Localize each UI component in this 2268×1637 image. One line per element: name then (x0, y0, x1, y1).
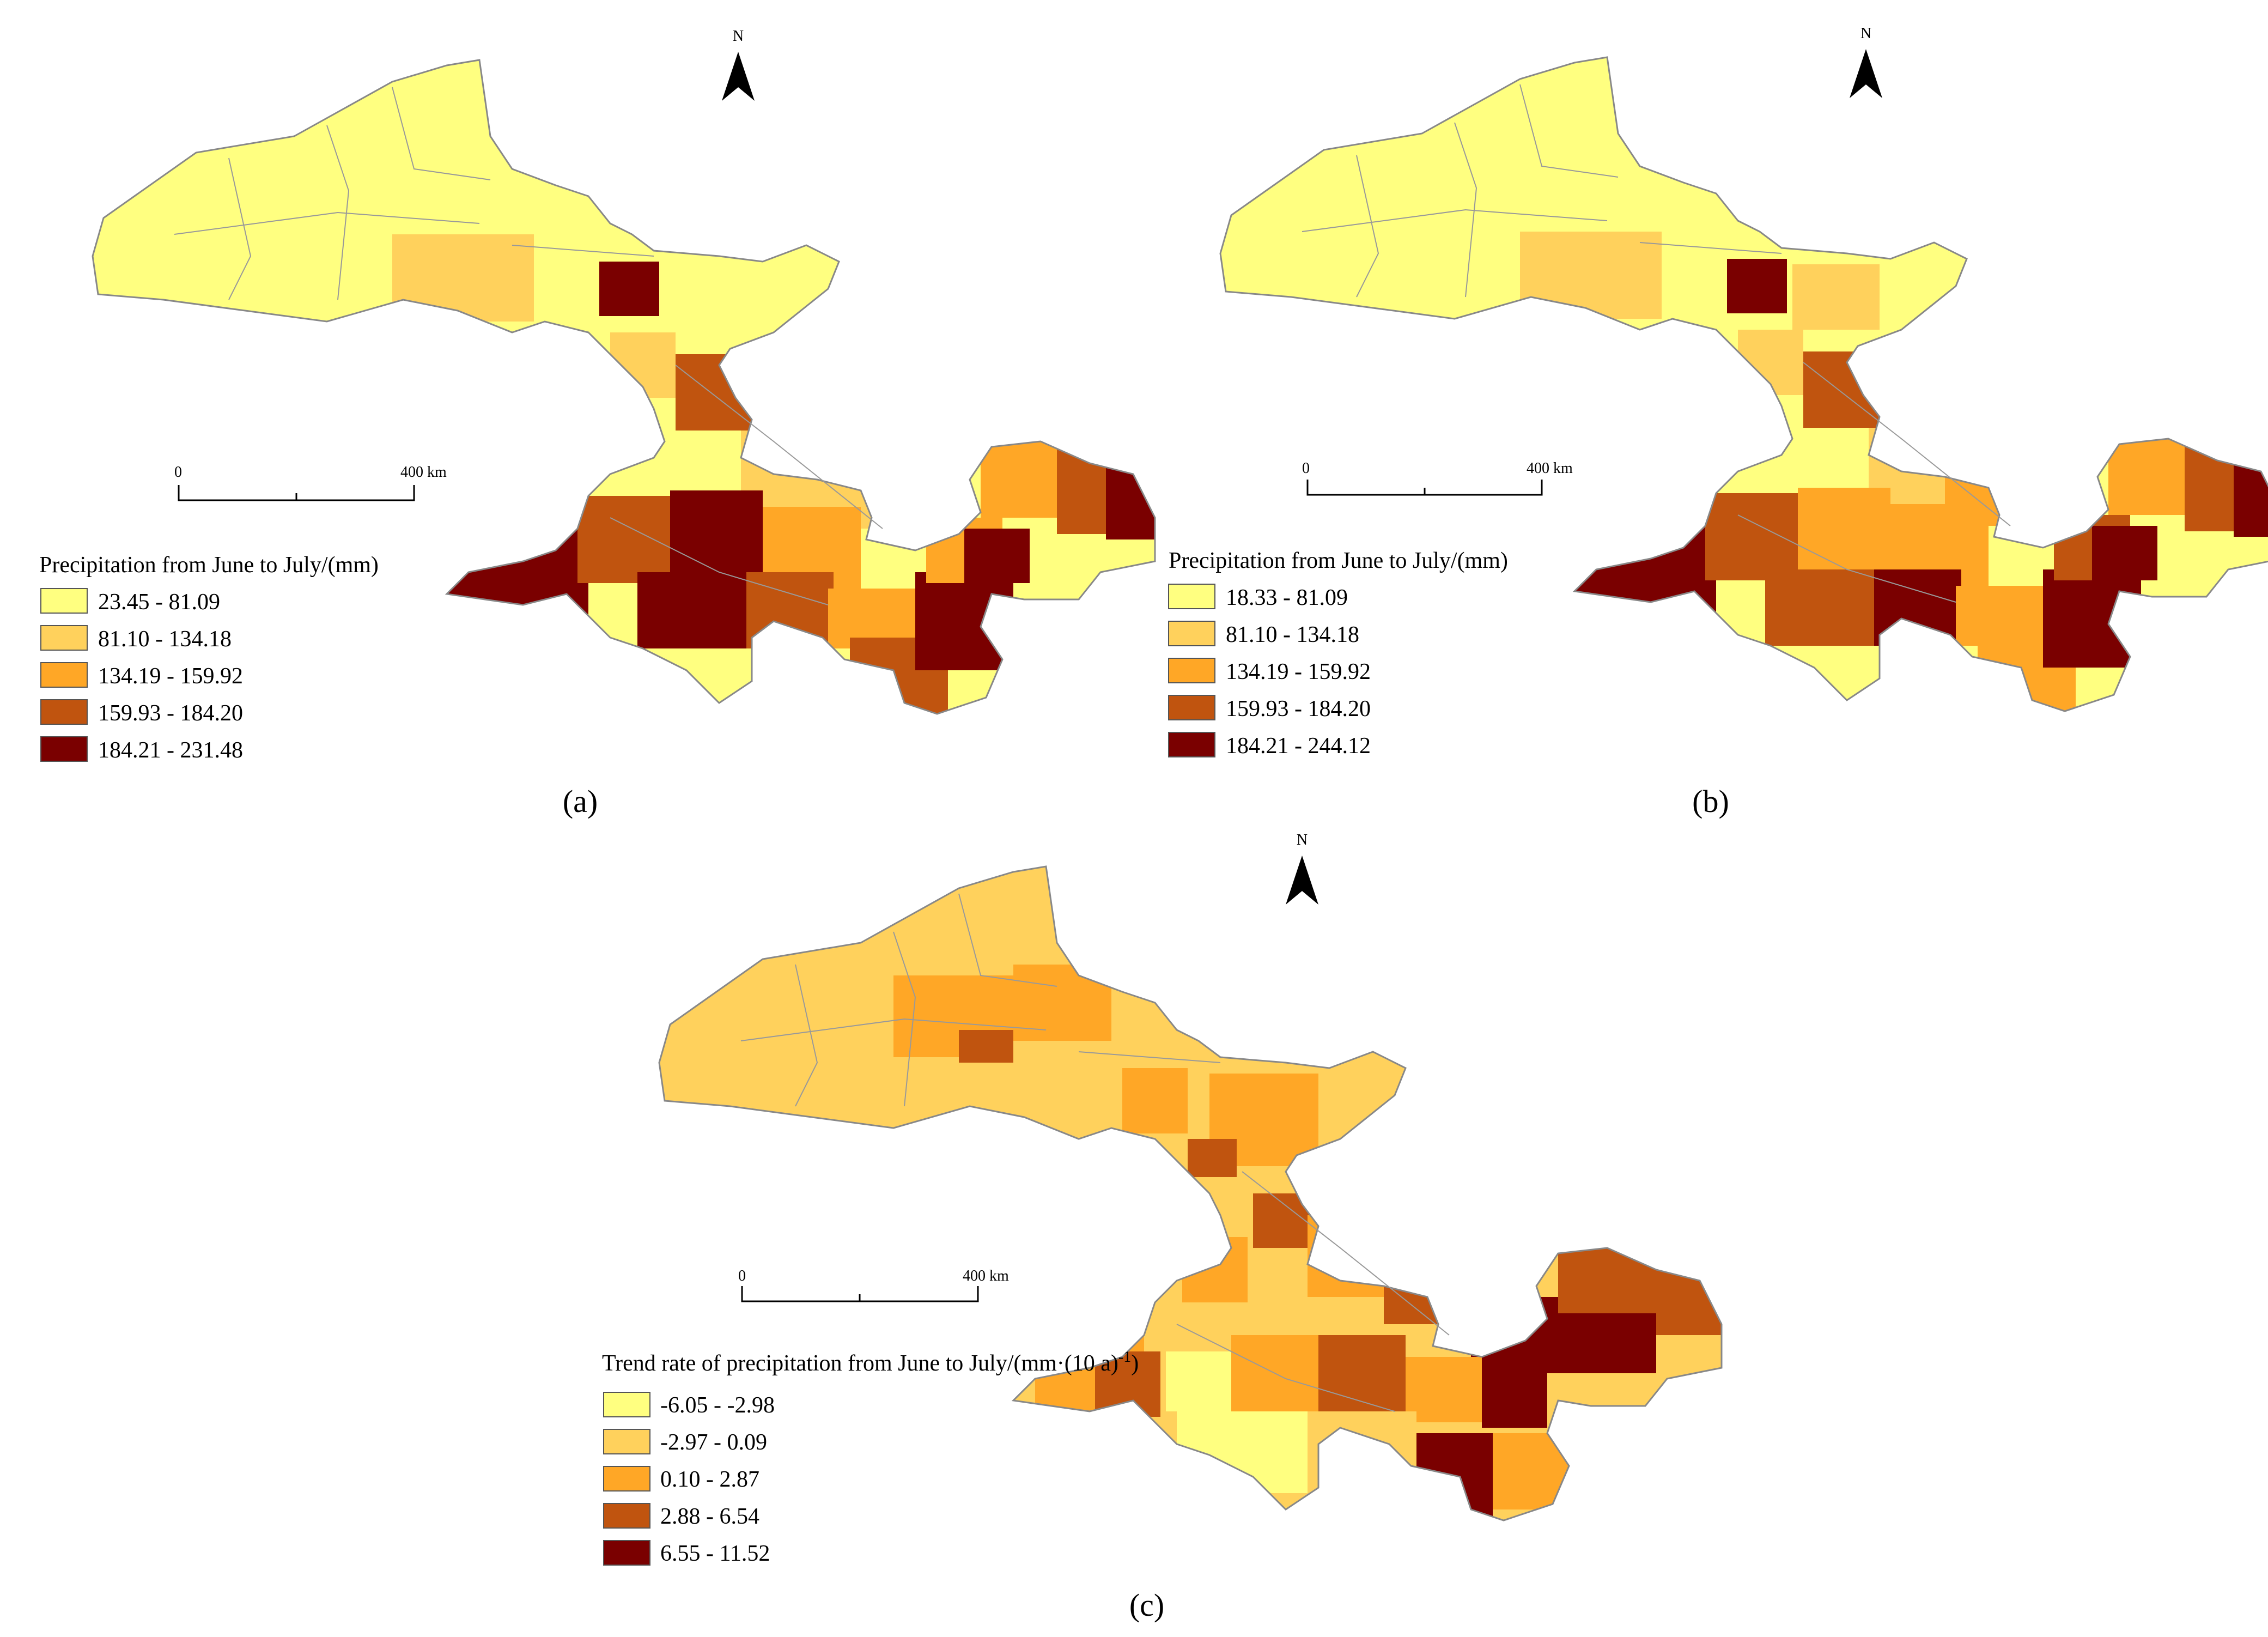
legend-c-class-4: 2.88 - 6.54 (660, 1504, 759, 1529)
scale-bar-a (178, 485, 415, 501)
north-arrow-a: N (722, 28, 755, 101)
north-arrow-c: N (1286, 832, 1318, 905)
legend-c-class-5: 6.55 - 11.52 (660, 1541, 770, 1566)
caption-a: (a) (563, 784, 598, 819)
scale-b-start: 0 (1302, 460, 1310, 477)
caption-c: (c) (1129, 1587, 1164, 1623)
legend-c-title: Trend rate of precipitation from June to… (602, 1349, 1139, 1376)
legend-a: Precipitation from June to July/(mm) 23.… (39, 553, 379, 763)
legend-b: Precipitation from June to July/(mm) 18.… (1168, 548, 1508, 759)
legend-b-class-1: 18.33 - 81.09 (1226, 585, 1348, 610)
scale-a-start: 0 (174, 464, 182, 481)
scale-b-end: 400 km (1527, 460, 1573, 477)
legend-b-class-2: 81.10 - 134.18 (1226, 622, 1359, 647)
legend-c-class-1: -6.05 - -2.98 (660, 1393, 775, 1418)
svg-text:N: N (1297, 832, 1308, 848)
scale-c-end: 400 km (963, 1268, 1009, 1284)
panel-a-map (92, 59, 1156, 715)
legend-a-class-1: 23.45 - 81.09 (98, 590, 220, 615)
legend-b-class-5: 184.21 - 244.12 (1226, 733, 1371, 759)
svg-text:N: N (733, 28, 744, 45)
legend-a-class-5: 184.21 - 231.48 (98, 738, 243, 763)
legend-c: Trend rate of precipitation from June to… (602, 1349, 1139, 1566)
legend-a-class-2: 81.10 - 134.18 (98, 627, 232, 652)
north-arrow-b: N (1850, 25, 1882, 98)
scale-bar-c (741, 1286, 979, 1302)
legend-a-title: Precipitation from June to July/(mm) (39, 553, 379, 578)
legend-b-class-3: 134.19 - 159.92 (1226, 659, 1371, 684)
legend-a-class-4: 159.93 - 184.20 (98, 701, 243, 726)
scale-c-start: 0 (738, 1268, 746, 1284)
legend-b-class-4: 159.93 - 184.20 (1226, 696, 1371, 722)
scale-a-end: 400 km (400, 464, 447, 481)
caption-b: (b) (1692, 784, 1729, 819)
legend-a-class-3: 134.19 - 159.92 (98, 664, 243, 689)
svg-text:N: N (1860, 25, 1871, 42)
scale-bar-b (1306, 480, 1543, 496)
legend-b-title: Precipitation from June to July/(mm) (1169, 548, 1508, 573)
panel-c-map (658, 865, 1723, 1521)
legend-c-class-2: -2.97 - 0.09 (660, 1430, 767, 1455)
legend-c-class-3: 0.10 - 2.87 (660, 1467, 759, 1492)
